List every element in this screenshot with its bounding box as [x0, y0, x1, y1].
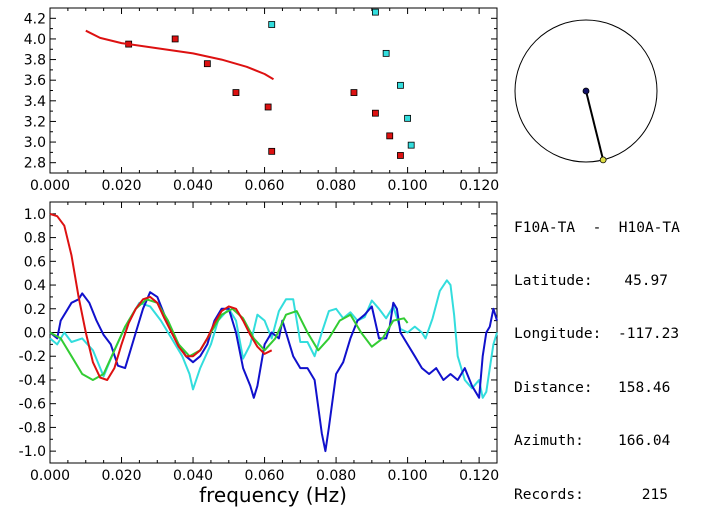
azimuth-dial: [514, 19, 658, 164]
red-data-point: [203, 60, 211, 68]
x-tick-label: 0.060: [245, 468, 285, 484]
red-data-point: [350, 89, 358, 96]
y-tick-label: 3.8: [24, 53, 46, 69]
latitude-label: Latitude:: [514, 272, 593, 289]
y-tick-label: 3.6: [24, 73, 46, 89]
y-tick-label: 4.0: [24, 32, 46, 48]
cyan-series-line: [49, 279, 498, 399]
x-tick-label: 0.000: [30, 468, 70, 484]
y-tick-label: 0.6: [24, 254, 46, 270]
red-data-point: [386, 132, 394, 140]
dial-circle: [514, 19, 658, 163]
longitude-value: -117.23: [618, 326, 680, 343]
station-pair: F10A-TA - H10A-TA: [514, 219, 680, 236]
cyan-data-point: [382, 49, 390, 57]
red-data-point: [171, 35, 179, 43]
longitude-label: Longitude:: [514, 326, 602, 343]
y-tick-label: -0.2: [19, 349, 46, 365]
red-series-line: [49, 212, 273, 381]
x-tick-label: 0.100: [388, 178, 428, 194]
y-tick-label: 3.4: [24, 94, 46, 110]
red-data-point: [372, 109, 379, 117]
x-tick-label: 0.120: [459, 178, 499, 194]
target-marker: [599, 156, 607, 164]
red-series-line: [85, 29, 275, 81]
red-data-point: [268, 147, 276, 155]
latitude-row: Latitude: 45.97: [514, 273, 680, 291]
distance-label: Distance:: [514, 379, 593, 396]
cyan-data-point: [397, 81, 404, 89]
cyan-data-point: [407, 141, 415, 149]
x-tick-label: 0.000: [30, 178, 70, 194]
x-tick-label: 0.080: [316, 468, 356, 484]
y-tick-label: 4.2: [24, 11, 46, 27]
y-tick-label: 0.2: [24, 302, 46, 318]
x-tick-label: 0.080: [316, 178, 356, 194]
x-tick-label: 0.120: [459, 468, 499, 484]
distance-value: 158.46: [618, 379, 671, 396]
azimuth-value: 166.04: [618, 433, 671, 450]
station-marker: [582, 87, 590, 95]
blue-series-line: [49, 291, 498, 453]
y-tick-label: 0.0: [24, 326, 46, 342]
y-tick-label: -0.6: [19, 397, 46, 413]
red-data-point: [397, 152, 404, 159]
azimuth-line: [585, 90, 605, 161]
dispersion-plot: 0.000 0.020 0.040 0.060 0.080 0.100 0.120 2.8 3.…: [24, 7, 499, 194]
y-tick-label: 1.0: [24, 207, 46, 223]
y-tick-label: 0.8: [24, 231, 46, 247]
station-info-panel: F10A-TA - H10A-TA Latitude: 45.97 Longitu…: [514, 184, 680, 522]
latitude-value: 45.97: [624, 272, 668, 289]
y-tick-label: 3.0: [24, 135, 46, 151]
y-tick-label: 2.8: [24, 156, 46, 172]
records-value: 215: [641, 486, 668, 503]
x-tick-label: 0.040: [173, 468, 213, 484]
cyan-data-point: [404, 114, 412, 122]
y-tick-label: 0.4: [24, 278, 46, 294]
distance-row: Distance: 158.46: [514, 380, 680, 398]
y-tick-label: -1.0: [19, 444, 46, 460]
x-tick-label: 0.020: [101, 468, 141, 484]
x-axis-label: frequency (Hz): [199, 483, 347, 507]
red-data-point: [264, 103, 272, 111]
green-series-line: [49, 298, 409, 381]
x-tick-label: 0.040: [173, 178, 213, 194]
records-label: Records:: [514, 486, 584, 503]
red-data-point: [232, 89, 240, 96]
correlation-plot: 0.000 0.020 0.040 0.060 0.080 0.100 0.120 1.0 0.…: [19, 201, 499, 484]
records-row: Records: 215: [514, 487, 680, 505]
x-tick-label: 0.020: [101, 178, 141, 194]
longitude-row: Longitude: -117.23: [514, 326, 680, 344]
cyan-data-point: [372, 8, 379, 16]
y-tick-label: -0.8: [19, 420, 46, 436]
y-tick-label: 3.2: [24, 114, 46, 130]
x-tick-label: 0.060: [245, 178, 285, 194]
cyan-data-point: [268, 21, 276, 28]
y-tick-label: -0.4: [19, 373, 46, 389]
azimuth-label: Azimuth:: [514, 433, 584, 450]
x-tick-label: 0.100: [388, 468, 428, 484]
azimuth-row: Azimuth: 166.04: [514, 433, 680, 451]
